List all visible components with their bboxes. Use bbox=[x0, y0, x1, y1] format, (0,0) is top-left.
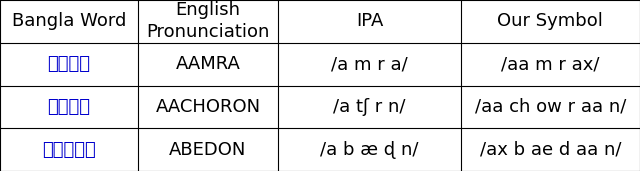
Text: আবেদন: আবেদন bbox=[42, 141, 95, 159]
Text: /aa m r ax/: /aa m r ax/ bbox=[501, 55, 600, 73]
Text: AACHORON: AACHORON bbox=[156, 98, 260, 116]
Text: Bangla Word: Bangla Word bbox=[12, 12, 126, 30]
Text: English
Pronunciation: English Pronunciation bbox=[147, 1, 269, 42]
Text: /ax b ae d aa n/: /ax b ae d aa n/ bbox=[479, 141, 621, 159]
Text: আমরা: আমরা bbox=[47, 55, 90, 73]
Text: /a b æ ɖ n/: /a b æ ɖ n/ bbox=[321, 141, 419, 159]
Text: Our Symbol: Our Symbol bbox=[497, 12, 604, 30]
Text: আচরণ: আচরণ bbox=[47, 98, 90, 116]
Text: /a m r a/: /a m r a/ bbox=[332, 55, 408, 73]
Text: ABEDON: ABEDON bbox=[170, 141, 246, 159]
Text: /aa ch ow r aa n/: /aa ch ow r aa n/ bbox=[475, 98, 626, 116]
Text: /a tʃ r n/: /a tʃ r n/ bbox=[333, 98, 406, 116]
Text: AAMRA: AAMRA bbox=[175, 55, 241, 73]
Text: IPA: IPA bbox=[356, 12, 383, 30]
